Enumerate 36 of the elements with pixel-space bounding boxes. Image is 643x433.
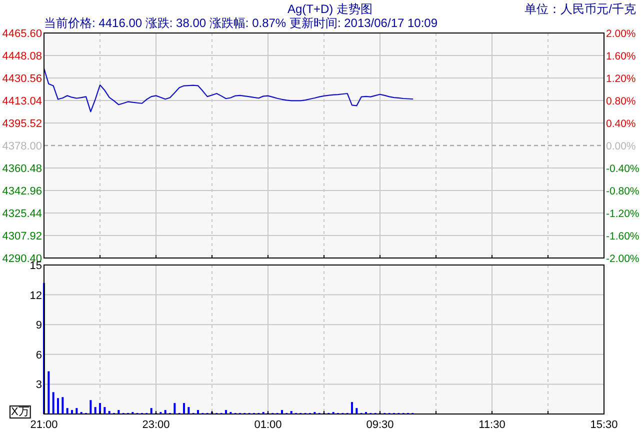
y-tick-label: 4465.60 xyxy=(2,28,42,40)
y2-tick-label: 1.60% xyxy=(606,50,636,62)
x-tick-label: 11:30 xyxy=(478,419,506,431)
y2-tick-label: 2.00% xyxy=(606,28,636,40)
y-tick-label: 6 xyxy=(36,349,42,362)
y-axis-title: X万 xyxy=(11,406,30,418)
y-tick-label: 4378.00 xyxy=(2,140,42,152)
chart-subtitle: 当前价格: 4416.00 涨跌: 38.00 涨跌幅: 0.87% 更新时间: 2013/06/17 10:09 xyxy=(44,16,438,30)
y-tick-label: 4448.08 xyxy=(2,50,42,62)
x-tick-label: 15:30 xyxy=(590,419,618,431)
y-tick-label: 3 xyxy=(36,379,42,392)
y-tick-label: 4413.04 xyxy=(2,96,42,108)
y-tick-label: 4307.92 xyxy=(2,230,42,242)
y2-tick-label: -1.20% xyxy=(606,208,640,220)
y-tick-label: 12 xyxy=(30,290,42,302)
y-tick-label: 4325.44 xyxy=(2,208,42,220)
text: 单位：人民币元/千克 xyxy=(524,2,636,16)
y-tick-label: 4430.56 xyxy=(2,73,42,85)
y2-tick-label: 0.00% xyxy=(606,140,636,152)
y2-tick-label: -0.80% xyxy=(606,186,640,198)
y2-tick-label: 0.80% xyxy=(606,96,636,108)
y2-tick-label: 0.40% xyxy=(606,118,636,130)
y2-tick-label: 1.20% xyxy=(606,73,636,85)
y-tick-label: 4342.96 xyxy=(2,186,42,198)
y-tick-label: 4360.48 xyxy=(2,163,42,175)
y-tick-label: 9 xyxy=(36,320,42,332)
y2-tick-label: -1.60% xyxy=(606,230,640,242)
x-tick-label: 23:00 xyxy=(142,419,170,431)
y-tick-label: 4395.52 xyxy=(2,118,42,130)
y2-tick-label: -2.00% xyxy=(606,253,640,265)
x-tick-label: 21:00 xyxy=(30,419,58,431)
chart-title: Ag(T+D) 走势图 xyxy=(287,2,373,16)
y-tick-label: 15 xyxy=(30,260,42,272)
x-tick-label: 01:00 xyxy=(254,419,282,431)
x-tick-label: 09:30 xyxy=(366,419,394,431)
y2-tick-label: -0.40% xyxy=(606,163,640,175)
